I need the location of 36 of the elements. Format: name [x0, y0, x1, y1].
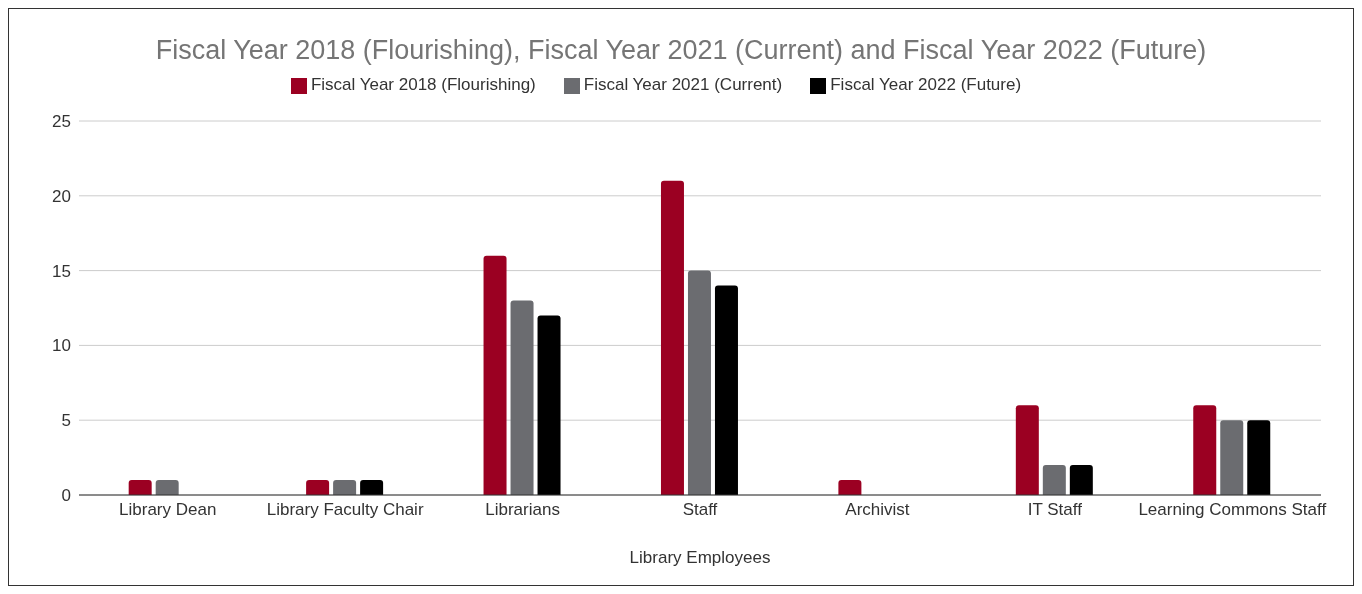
bar [1193, 405, 1217, 495]
bar [714, 285, 738, 495]
y-tick-label: 0 [61, 486, 71, 506]
bar [838, 480, 862, 495]
x-tick-label: Learning Commons Staff [1138, 500, 1327, 520]
y-tick-label: 20 [52, 186, 71, 206]
x-tick-label: Archivist [845, 500, 910, 520]
bar [1220, 420, 1244, 495]
bar [537, 315, 561, 495]
chart-title: Fiscal Year 2018 (Flourishing), Fiscal Year 2021 (Current) and Fiscal Year 2022 (Future) [154, 34, 1208, 67]
bar [155, 480, 179, 495]
bar [510, 300, 534, 495]
bar [1069, 465, 1093, 495]
bar [306, 480, 330, 495]
y-tick-label: 25 [52, 112, 71, 132]
y-tick-label: 15 [52, 261, 71, 281]
x-tick-label: Library Faculty Chair [266, 500, 424, 520]
bar [1247, 420, 1271, 495]
x-axis-title: Library Employees [629, 548, 771, 567]
y-tick-label: 5 [61, 411, 71, 431]
x-tick-label: Librarians [485, 500, 560, 520]
bar [128, 480, 152, 495]
bar [360, 480, 384, 495]
bar [1015, 405, 1039, 495]
bar [333, 480, 357, 495]
y-tick-label: 10 [52, 336, 71, 356]
x-tick-label: IT Staff [1027, 500, 1083, 520]
bar [1042, 465, 1066, 495]
bar [660, 180, 684, 495]
bar [483, 255, 507, 495]
bar [687, 270, 711, 495]
x-tick-label: Staff [682, 500, 718, 520]
legend-label: Fiscal Year 2022 (Future) [830, 75, 1022, 94]
legend-label: Fiscal Year 2021 (Current) [583, 75, 783, 94]
legend-label: Fiscal Year 2018 (Flourishing) [310, 75, 536, 94]
x-tick-label: Library Dean [119, 500, 217, 520]
